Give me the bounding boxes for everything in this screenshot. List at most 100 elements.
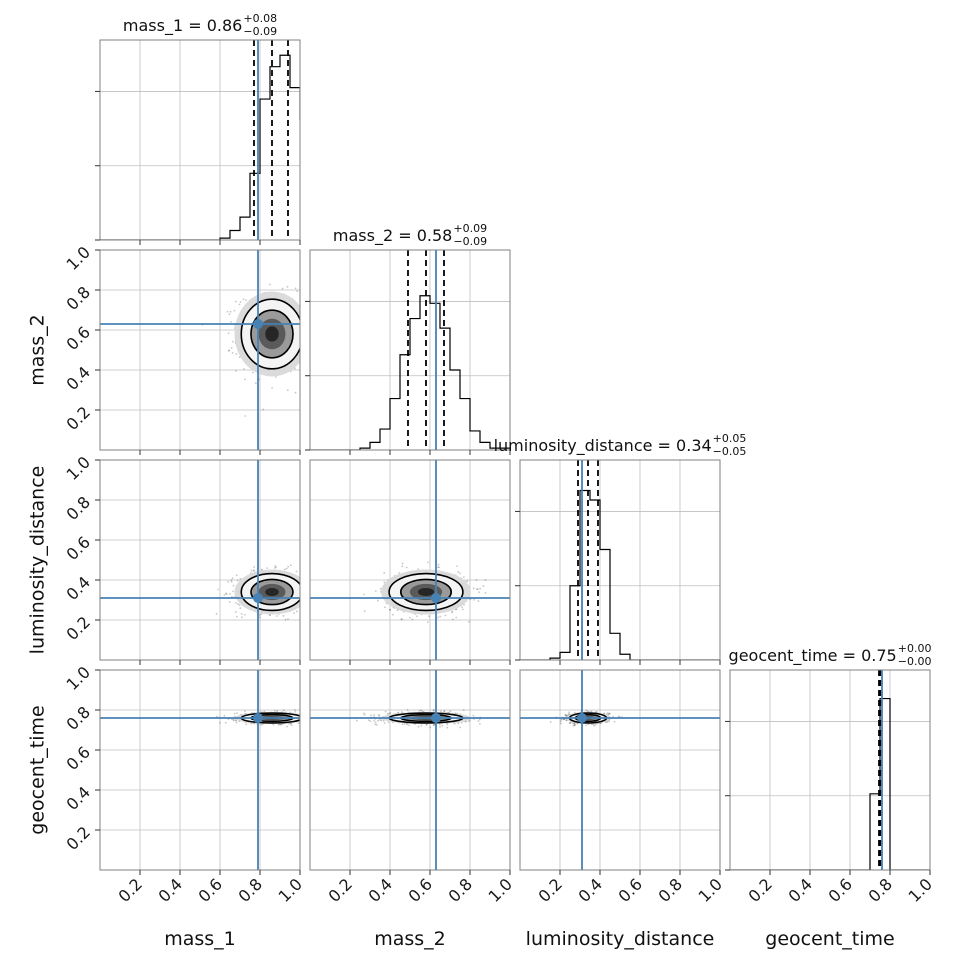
- y-tick-label: 1.0: [63, 453, 94, 484]
- sample-point: [243, 368, 245, 370]
- sample-point: [476, 588, 479, 591]
- sample-point: [289, 564, 292, 567]
- sample-point: [252, 569, 255, 572]
- truth-marker: [253, 713, 263, 723]
- sample-point: [478, 718, 481, 721]
- sample-point: [242, 298, 245, 301]
- sample-point: [305, 345, 307, 347]
- sample-point: [301, 353, 303, 355]
- sample-point: [301, 315, 303, 317]
- sample-point: [300, 329, 302, 331]
- sample-point: [302, 323, 304, 325]
- sample-point: [374, 723, 376, 726]
- title-main: luminosity_distance = 0.34: [494, 436, 712, 456]
- sample-point: [607, 713, 610, 716]
- sample-point: [437, 566, 439, 569]
- sample-point: [594, 723, 597, 726]
- y-tick-label: 0.8: [63, 703, 94, 734]
- sample-point: [370, 714, 372, 717]
- sample-point: [401, 562, 404, 565]
- title-prefix: geocent_time =: [729, 646, 862, 666]
- sample-point: [473, 599, 475, 601]
- sample-point: [271, 386, 274, 389]
- sample-point: [439, 710, 442, 713]
- sample-point: [389, 608, 392, 611]
- sample-point: [374, 590, 377, 592]
- sample-point: [275, 566, 277, 569]
- sample-point: [259, 616, 261, 619]
- sample-point: [549, 721, 552, 723]
- sample-point: [235, 719, 238, 722]
- sample-point: [383, 722, 386, 724]
- sample-point: [572, 722, 574, 724]
- sample-point: [439, 615, 442, 618]
- sample-point: [363, 713, 366, 716]
- sample-point: [301, 716, 303, 718]
- sample-point: [306, 714, 308, 716]
- density-panel-mass_1-mass_2: [100, 250, 308, 450]
- histogram-step-mass_1: [100, 54, 300, 240]
- x-tick-label: 0.2: [115, 875, 146, 906]
- sample-point: [228, 601, 231, 603]
- sample-point: [251, 371, 254, 374]
- sample-point: [306, 302, 308, 304]
- sample-point: [460, 721, 463, 724]
- density-level-4: [417, 587, 435, 597]
- sample-point: [283, 568, 286, 571]
- sample-point: [272, 723, 275, 726]
- sample-point: [334, 711, 336, 713]
- sample-point: [326, 587, 328, 589]
- sample-point: [305, 575, 307, 577]
- density-panel-mass_2-luminosity_distance: [310, 460, 510, 660]
- x-tick-label: 0.4: [575, 875, 606, 906]
- x-tick-label: 0.4: [365, 875, 396, 906]
- sample-point: [466, 580, 469, 583]
- sample-point: [238, 356, 241, 359]
- sample-point: [438, 566, 440, 569]
- sample-point: [572, 724, 575, 727]
- y-tick-label: 0.6: [63, 323, 94, 354]
- sample-point: [446, 726, 449, 729]
- sample-point: [233, 309, 236, 312]
- sample-point: [573, 724, 576, 727]
- sample-point: [217, 588, 219, 591]
- sample-point: [464, 720, 467, 723]
- sample-point: [269, 283, 271, 286]
- sample-point: [420, 724, 423, 727]
- x-tick-label: 0.6: [825, 875, 856, 906]
- sample-point: [378, 715, 381, 717]
- density-panel-mass_1-geocent_time: [100, 670, 336, 870]
- sample-point: [417, 568, 420, 571]
- sample-point: [286, 725, 289, 728]
- sample-point: [388, 608, 391, 611]
- sample-point: [386, 712, 389, 715]
- sample-point: [274, 376, 277, 378]
- sample-point: [367, 719, 370, 722]
- y-tick-label: 0.4: [63, 573, 94, 604]
- sample-point: [302, 329, 304, 331]
- sample-point: [263, 710, 266, 713]
- y-axis-label-luminosity_distance: luminosity_distance: [27, 466, 49, 655]
- sample-point: [455, 608, 458, 611]
- sample-point: [302, 720, 304, 722]
- sample-point: [235, 721, 238, 724]
- sample-point: [383, 571, 386, 574]
- sample-point: [261, 723, 264, 726]
- sample-point: [468, 620, 470, 623]
- y-tick-label: 0.2: [63, 613, 94, 644]
- title-mass_2: mass_2 = 0.58 +0.09−0.09: [333, 222, 487, 248]
- x-tick-label: 0.6: [615, 875, 646, 906]
- sample-point: [432, 709, 435, 712]
- sample-point: [232, 590, 234, 593]
- sample-point: [443, 710, 446, 712]
- sample-point: [416, 615, 418, 618]
- sample-point: [477, 600, 480, 602]
- sample-point: [302, 722, 304, 724]
- sample-point: [304, 295, 306, 297]
- sample-point: [305, 582, 307, 584]
- sample-point: [472, 714, 475, 717]
- sample-point: [250, 722, 252, 725]
- sample-point: [274, 567, 276, 569]
- sample-point: [449, 710, 452, 713]
